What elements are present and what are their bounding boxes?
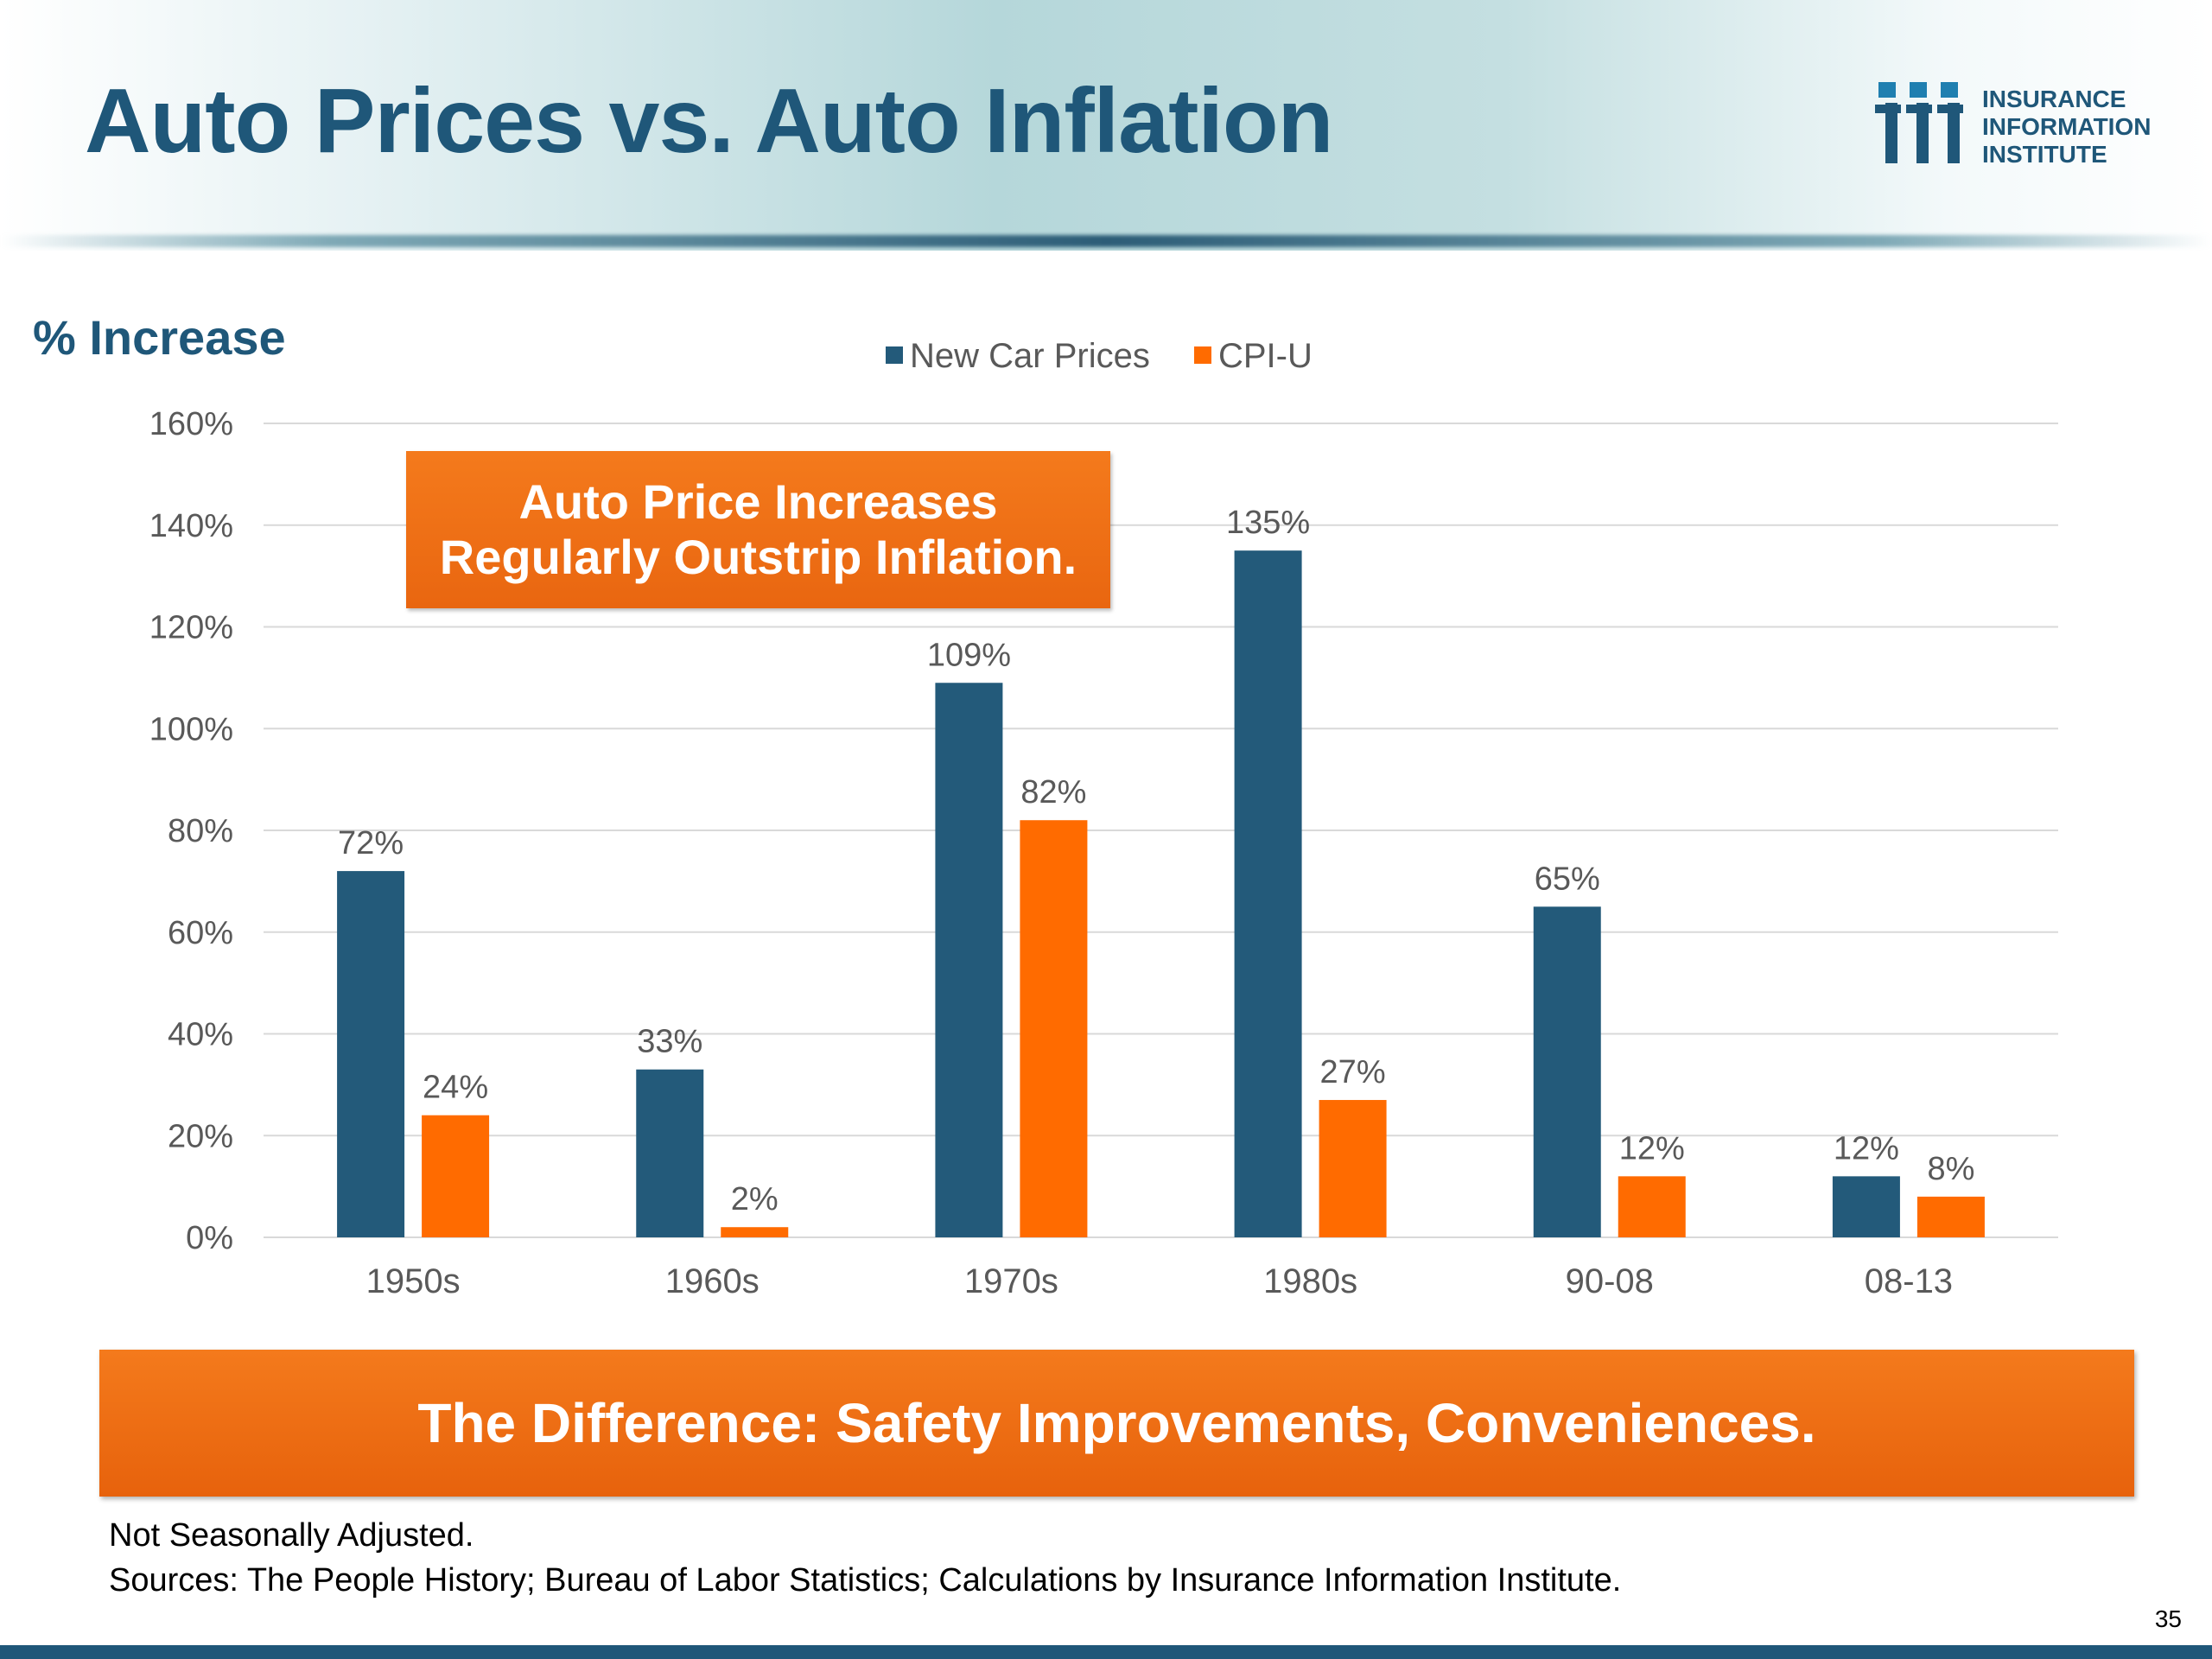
x-tick-label: 1950s xyxy=(366,1262,461,1300)
data-label: 135% xyxy=(1226,505,1310,541)
callout-line: Auto Price Increases xyxy=(518,474,998,529)
legend-label: New Car Prices xyxy=(910,336,1150,375)
iii-logo-icon xyxy=(1875,82,1963,163)
y-tick-label: 120% xyxy=(149,610,233,646)
y-tick-label: 100% xyxy=(149,711,233,747)
bar xyxy=(1234,550,1302,1237)
bar xyxy=(1319,1100,1387,1237)
iii-logo: INSURANCE INFORMATION INSTITUTE xyxy=(1875,82,2186,177)
bar xyxy=(721,1227,789,1237)
difference-banner: The Difference: Safety Improvements, Con… xyxy=(99,1350,2134,1497)
page-number: 35 xyxy=(2154,1605,2182,1632)
data-label: 33% xyxy=(637,1024,702,1060)
chart-legend: New Car Prices CPI-U xyxy=(886,335,1347,384)
y-tick-label: 140% xyxy=(149,508,233,544)
data-label: 24% xyxy=(423,1070,488,1106)
data-label: 2% xyxy=(731,1181,779,1217)
bar xyxy=(935,683,1003,1237)
header-banner xyxy=(0,0,2212,251)
y-tick-label: 20% xyxy=(168,1118,233,1154)
x-tick-label: 1980s xyxy=(1263,1262,1357,1300)
callout-box: Auto Price Increases Regularly Outstrip … xyxy=(406,451,1110,608)
data-label: 65% xyxy=(1535,861,1600,897)
bar xyxy=(1020,820,1088,1237)
bar xyxy=(1618,1176,1686,1237)
bar xyxy=(636,1069,704,1237)
legend-item-cpi-u: CPI-U xyxy=(1193,336,1313,376)
y-tick-label: 0% xyxy=(186,1220,233,1256)
data-label: 12% xyxy=(1834,1130,1899,1166)
legend-swatch-cpi-u xyxy=(1193,346,1211,365)
x-tick-label: 1960s xyxy=(665,1262,760,1300)
x-tick-label: 1970s xyxy=(964,1262,1058,1300)
footnote-sources: Sources: The People History; Bureau of L… xyxy=(109,1562,1622,1599)
data-label: 8% xyxy=(1927,1151,1974,1187)
callout-line: Regularly Outstrip Inflation. xyxy=(439,530,1077,584)
slide-title: Auto Prices vs. Auto Inflation xyxy=(85,70,1333,172)
data-label: 12% xyxy=(1619,1130,1685,1166)
logo-line: INFORMATION xyxy=(1982,113,2152,140)
y-tick-label: 80% xyxy=(168,813,233,849)
data-label: 109% xyxy=(927,637,1011,673)
bar xyxy=(1832,1176,1900,1237)
footer-bar xyxy=(0,1645,2212,1659)
x-tick-label: 08-13 xyxy=(1865,1262,1953,1300)
bar xyxy=(337,871,405,1237)
footnote-seasonal: Not Seasonally Adjusted. xyxy=(109,1517,474,1554)
bar xyxy=(1533,906,1601,1237)
y-tick-label: 160% xyxy=(149,406,233,442)
logo-wordmark: INSURANCE INFORMATION INSTITUTE xyxy=(1982,86,2151,168)
y-tick-label: 40% xyxy=(168,1017,233,1053)
data-label: 72% xyxy=(338,825,404,861)
bar xyxy=(422,1115,490,1237)
x-tick-label: 90-08 xyxy=(1566,1262,1654,1300)
logo-line: INSTITUTE xyxy=(1982,141,2107,168)
data-label: 82% xyxy=(1020,774,1086,810)
y-tick-label: 60% xyxy=(168,915,233,951)
logo-line: INSURANCE xyxy=(1982,86,2126,112)
data-label: 27% xyxy=(1320,1054,1386,1090)
bar xyxy=(1916,1196,1985,1237)
legend-label: CPI-U xyxy=(1217,336,1313,375)
header-divider xyxy=(0,235,2212,247)
legend-swatch-new-car-prices xyxy=(886,346,903,365)
legend-item-new-car-prices: New Car Prices xyxy=(886,337,1150,376)
y-axis-title: % Increase xyxy=(33,310,286,365)
